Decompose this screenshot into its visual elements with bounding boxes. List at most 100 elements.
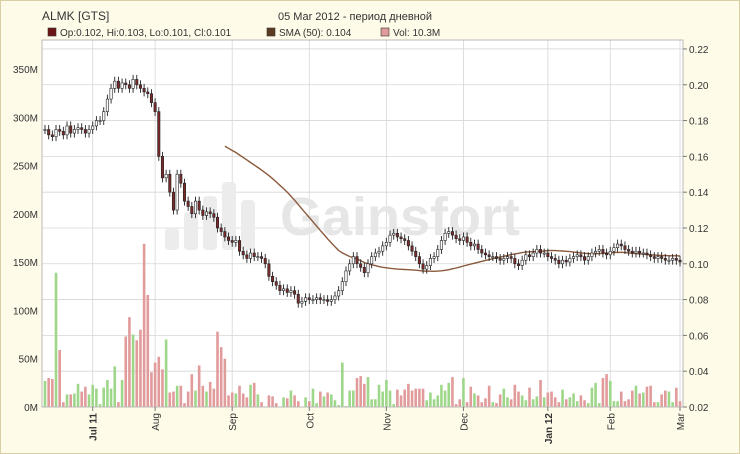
candle-body: [568, 258, 572, 263]
volume-bar: [476, 395, 480, 407]
volume-bar: [69, 394, 72, 407]
legend: Op:0.102, Hi:0.103, Lo:0.101, Cl:0.101 S…: [47, 27, 440, 39]
volume-bar: [150, 372, 153, 407]
volume-bar: [256, 394, 260, 407]
volume-bar: [627, 399, 630, 407]
candle-body: [72, 129, 76, 134]
volume-bar: [241, 393, 245, 407]
candle-body: [597, 249, 601, 252]
candle-body: [124, 82, 128, 86]
month-tick-label: Dec: [459, 413, 470, 431]
volume-bar: [407, 383, 410, 407]
candle-body: [590, 252, 594, 257]
volume-bar: [274, 403, 278, 407]
candle: [296, 289, 300, 308]
volume-bar: [440, 384, 443, 407]
candle: [491, 252, 495, 262]
volume-bar: [113, 366, 117, 407]
candle-body: [649, 254, 653, 257]
candle-body: [627, 249, 631, 252]
volume-bar: [550, 391, 553, 407]
volume-bar: [157, 356, 161, 407]
candle: [583, 252, 587, 265]
volume-bar: [212, 388, 216, 407]
candle-body: [550, 256, 554, 259]
candle: [619, 239, 623, 251]
candle: [179, 169, 183, 188]
volume-bar: [91, 384, 95, 407]
price-tick-label: 0.08: [689, 296, 709, 307]
volume-bar: [671, 402, 674, 407]
candle: [539, 244, 543, 258]
volume-bar: [590, 387, 594, 407]
candle: [91, 121, 95, 134]
candle-body: [216, 216, 220, 229]
candle: [344, 266, 348, 287]
volume-bar: [392, 404, 395, 407]
volume-tick-label: 150M: [13, 258, 38, 269]
volume-bar: [190, 374, 194, 407]
volume-bar: [153, 362, 157, 407]
candle-body: [505, 256, 509, 259]
price-tick-label: 0.06: [689, 331, 709, 342]
candle-body: [638, 250, 642, 254]
volume-bar: [653, 402, 656, 407]
candle-body: [377, 250, 381, 254]
candle-body: [190, 206, 194, 214]
volume-bar: [667, 391, 671, 407]
candle: [87, 125, 91, 138]
candle-body: [340, 281, 344, 291]
volume-bar: [117, 402, 120, 407]
candle: [322, 295, 326, 305]
candle: [370, 252, 374, 269]
volume-bar: [465, 402, 469, 407]
candle: [271, 271, 275, 287]
volume-bar: [645, 386, 649, 407]
candle: [660, 252, 664, 263]
candle: [76, 123, 80, 134]
candle: [278, 280, 282, 296]
volume-bar: [509, 399, 513, 407]
candle: [505, 252, 509, 263]
candle: [307, 293, 311, 305]
candle-body: [109, 88, 113, 100]
volume-tick-label: 200M: [13, 210, 38, 221]
volume-bar: [396, 389, 399, 407]
volume-tick-label: 0M: [24, 403, 38, 414]
candle-body: [381, 245, 385, 252]
volume-bar: [568, 397, 572, 407]
volume-bar: [535, 396, 539, 407]
candle: [102, 107, 106, 126]
volume-bar: [572, 393, 575, 407]
candle-body: [656, 256, 660, 259]
candle: [498, 253, 502, 265]
candle: [671, 253, 675, 265]
candle: [586, 252, 590, 265]
candle-body: [542, 252, 546, 255]
candle-body: [318, 297, 322, 300]
candle-body: [572, 256, 576, 259]
candle-body: [289, 290, 293, 293]
candle: [58, 125, 62, 136]
candle: [304, 293, 308, 306]
candle-body: [186, 200, 190, 207]
candle: [131, 74, 135, 93]
candle: [164, 169, 168, 183]
volume-bar: [443, 390, 447, 407]
candle-body: [43, 129, 47, 131]
candle-body: [557, 259, 561, 265]
candle: [373, 248, 377, 262]
volume-bar: [553, 397, 557, 407]
candle-body: [425, 265, 429, 270]
candle: [157, 107, 161, 161]
volume-bar: [660, 394, 663, 407]
volume-bar: [142, 243, 146, 407]
volume-bar: [524, 400, 528, 407]
candle: [564, 255, 568, 267]
volume-bar: [54, 272, 58, 407]
candle: [450, 227, 454, 240]
volume-bar: [619, 391, 623, 407]
candle: [377, 246, 381, 258]
candle: [208, 207, 212, 219]
candle-body: [671, 258, 675, 261]
